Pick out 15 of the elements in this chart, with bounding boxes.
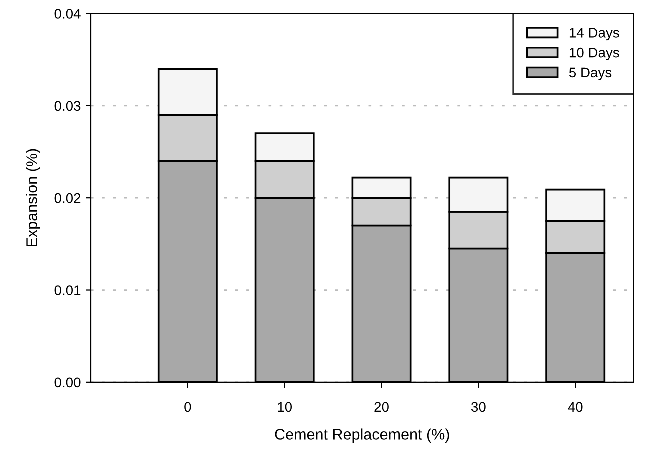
legend-label: 14 Days	[570, 28, 620, 41]
legend-label: 5 Days	[569, 68, 612, 80]
y-tick-label: 0.01	[54, 286, 81, 296]
x-axis-title: Cement Replacement (%)	[275, 428, 450, 443]
x-tick-label: 20	[374, 402, 389, 412]
y-tick-label: 0.00	[54, 378, 81, 388]
y-axis-title: Expansion (%)	[26, 149, 40, 247]
y-tick-label: 0.03	[54, 101, 81, 112]
x-tick-label: 10	[278, 402, 292, 412]
x-tick-label: 30	[471, 402, 486, 412]
x-tick-label: 40	[568, 402, 583, 412]
legend-label: 10 Days	[570, 48, 620, 60]
x-tick-label: 0	[184, 402, 192, 412]
y-tick-label: 0.02	[54, 193, 81, 204]
y-tick-label: 0.04	[54, 9, 81, 19]
